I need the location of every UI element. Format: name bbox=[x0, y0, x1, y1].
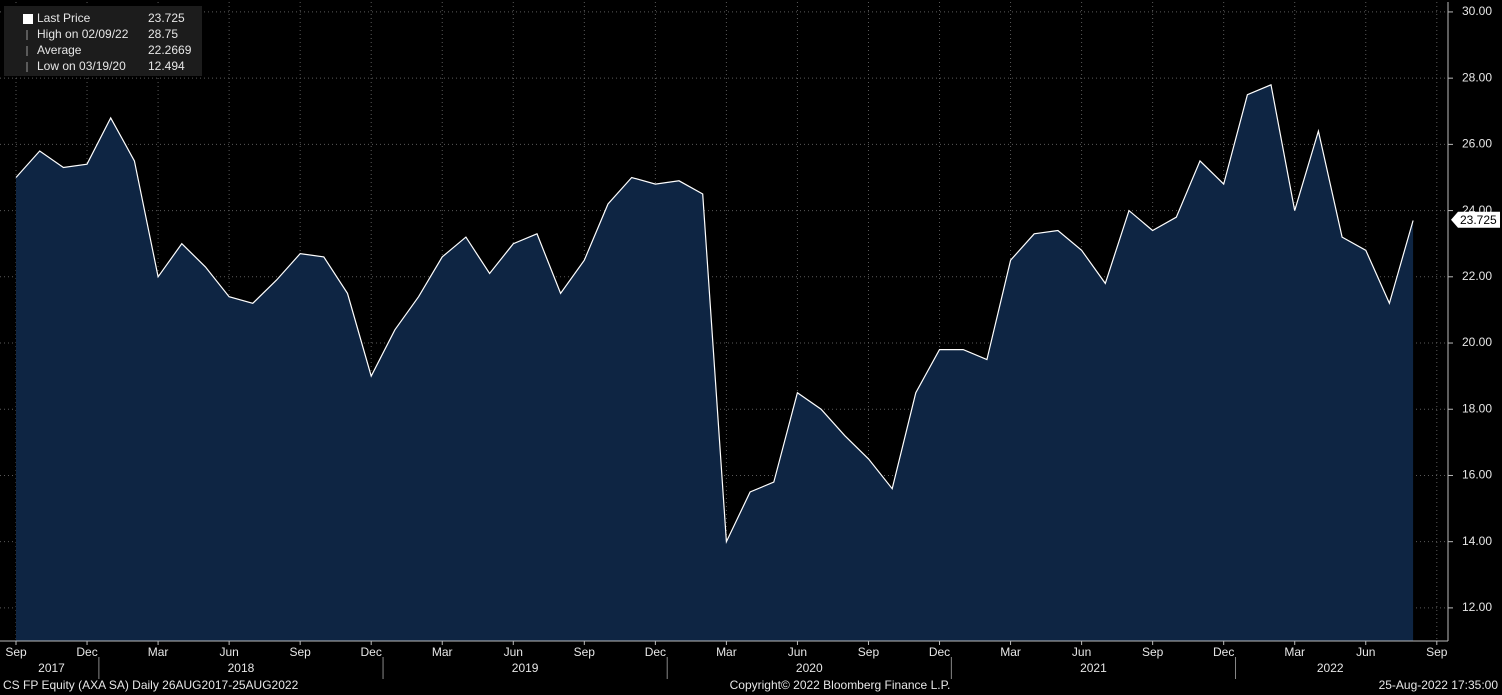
x-tick-label: Jun bbox=[504, 645, 523, 659]
y-tick-label: 28.00 bbox=[1462, 70, 1492, 84]
legend-value: 12.494 bbox=[148, 59, 185, 73]
x-tick-label: Sep bbox=[289, 645, 311, 659]
year-label: 2020 bbox=[796, 661, 823, 675]
year-label: 2021 bbox=[1080, 661, 1107, 675]
x-tick-label: Sep bbox=[1142, 645, 1164, 659]
x-tick-label: Mar bbox=[432, 645, 453, 659]
year-label: 2017 bbox=[38, 661, 65, 675]
legend: Last Price 23.725 High on 02/09/22 28.75 Ave… bbox=[23, 11, 192, 73]
x-tick-label: Sep bbox=[858, 645, 880, 659]
y-tick-label: 20.00 bbox=[1462, 335, 1492, 349]
legend-label: Low on 03/19/20 bbox=[37, 59, 126, 73]
x-tick-label: Mar bbox=[1284, 645, 1305, 659]
y-tick-label: 26.00 bbox=[1462, 137, 1492, 151]
legend-value: 28.75 bbox=[148, 27, 178, 41]
footer-left: CS FP Equity (AXA SA) Daily 26AUG2017-25… bbox=[3, 678, 299, 692]
x-tick-label: Mar bbox=[716, 645, 737, 659]
x-tick-label: Dec bbox=[1213, 645, 1234, 659]
last-price-label: 23.725 bbox=[1460, 213, 1497, 227]
legend-value: 23.725 bbox=[148, 11, 185, 25]
last-price-tag bbox=[1451, 211, 1500, 228]
y-tick-label: 22.00 bbox=[1462, 269, 1492, 283]
plot-area bbox=[0, 2, 1448, 642]
footer-right: 25-Aug-2022 17:35:00 bbox=[1379, 678, 1499, 692]
y-tick-label: 18.00 bbox=[1462, 401, 1492, 415]
x-tick-label: Jun bbox=[1356, 645, 1375, 659]
year-label: 2019 bbox=[512, 661, 539, 675]
price-line bbox=[15, 83, 1414, 545]
x-tick-label: Dec bbox=[929, 645, 950, 659]
area bbox=[16, 84, 1414, 642]
x-tick-label: Sep bbox=[1426, 645, 1448, 659]
x-tick-label: Jun bbox=[788, 645, 807, 659]
x-tick-label: Jun bbox=[1072, 645, 1091, 659]
x-tick-label: Mar bbox=[148, 645, 169, 659]
x-tick-label: Sep bbox=[5, 645, 27, 659]
year-label: 2022 bbox=[1317, 661, 1344, 675]
year-label: 2018 bbox=[228, 661, 255, 675]
x-tick-label: Dec bbox=[645, 645, 666, 659]
y-tick-label: 14.00 bbox=[1462, 534, 1492, 548]
y-tick-label: 16.00 bbox=[1462, 468, 1492, 482]
legend-value: 22.2669 bbox=[148, 43, 192, 57]
axes: 12.0014.0016.0018.0020.0022.0024.0026.00… bbox=[0, 2, 1500, 679]
y-tick-label: 12.00 bbox=[1462, 600, 1492, 614]
x-tick-label: Dec bbox=[76, 645, 97, 659]
x-tick-label: Sep bbox=[574, 645, 596, 659]
legend-label: High on 02/09/22 bbox=[37, 27, 129, 41]
legend-label: Last Price bbox=[37, 11, 91, 25]
y-tick-label: 30.00 bbox=[1462, 4, 1492, 18]
x-tick-label: Jun bbox=[219, 645, 238, 659]
x-tick-label: Dec bbox=[361, 645, 382, 659]
legend-box bbox=[4, 6, 202, 76]
legend-label: Average bbox=[37, 43, 82, 57]
x-tick-label: Mar bbox=[1000, 645, 1021, 659]
footer-center: Copyright© 2022 Bloomberg Finance L.P. bbox=[730, 678, 951, 692]
legend-swatch bbox=[23, 14, 33, 24]
